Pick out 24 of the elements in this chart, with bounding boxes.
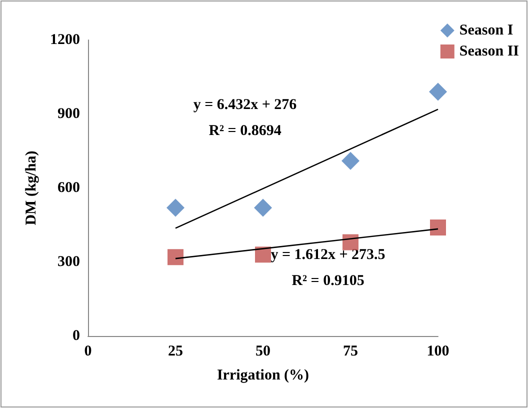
point	[429, 82, 447, 101]
annotation: y = 1.612x + 273.5 R² = 0.9105	[270, 247, 386, 289]
x-tick-label: 0	[84, 344, 92, 360]
y-tick-label: 900	[58, 106, 80, 122]
point	[166, 198, 184, 217]
y-tick-label: 0	[72, 328, 80, 344]
y-tick-label: 600	[58, 180, 80, 196]
x-tick-label: 50	[256, 344, 270, 360]
point	[168, 249, 184, 266]
x-tick-label: 75	[343, 344, 358, 360]
legend-label: Season II	[459, 44, 520, 60]
point	[342, 234, 358, 250]
y-tick-label: 1200	[50, 32, 80, 48]
annotation: y = 6.432x + 276 R² = 0.8694	[193, 97, 298, 139]
legend-label: Season I	[459, 22, 514, 38]
y-tick-label: 300	[58, 254, 80, 270]
point	[254, 198, 272, 217]
point	[430, 219, 446, 236]
y-axis-title: DM (kg/ha)	[24, 150, 40, 226]
x-axis-title: Irrigation (%)	[216, 368, 310, 384]
point	[255, 246, 271, 263]
x-tick-label: 100	[426, 344, 450, 360]
point	[342, 152, 360, 170]
x-tick-label: 25	[168, 344, 183, 360]
